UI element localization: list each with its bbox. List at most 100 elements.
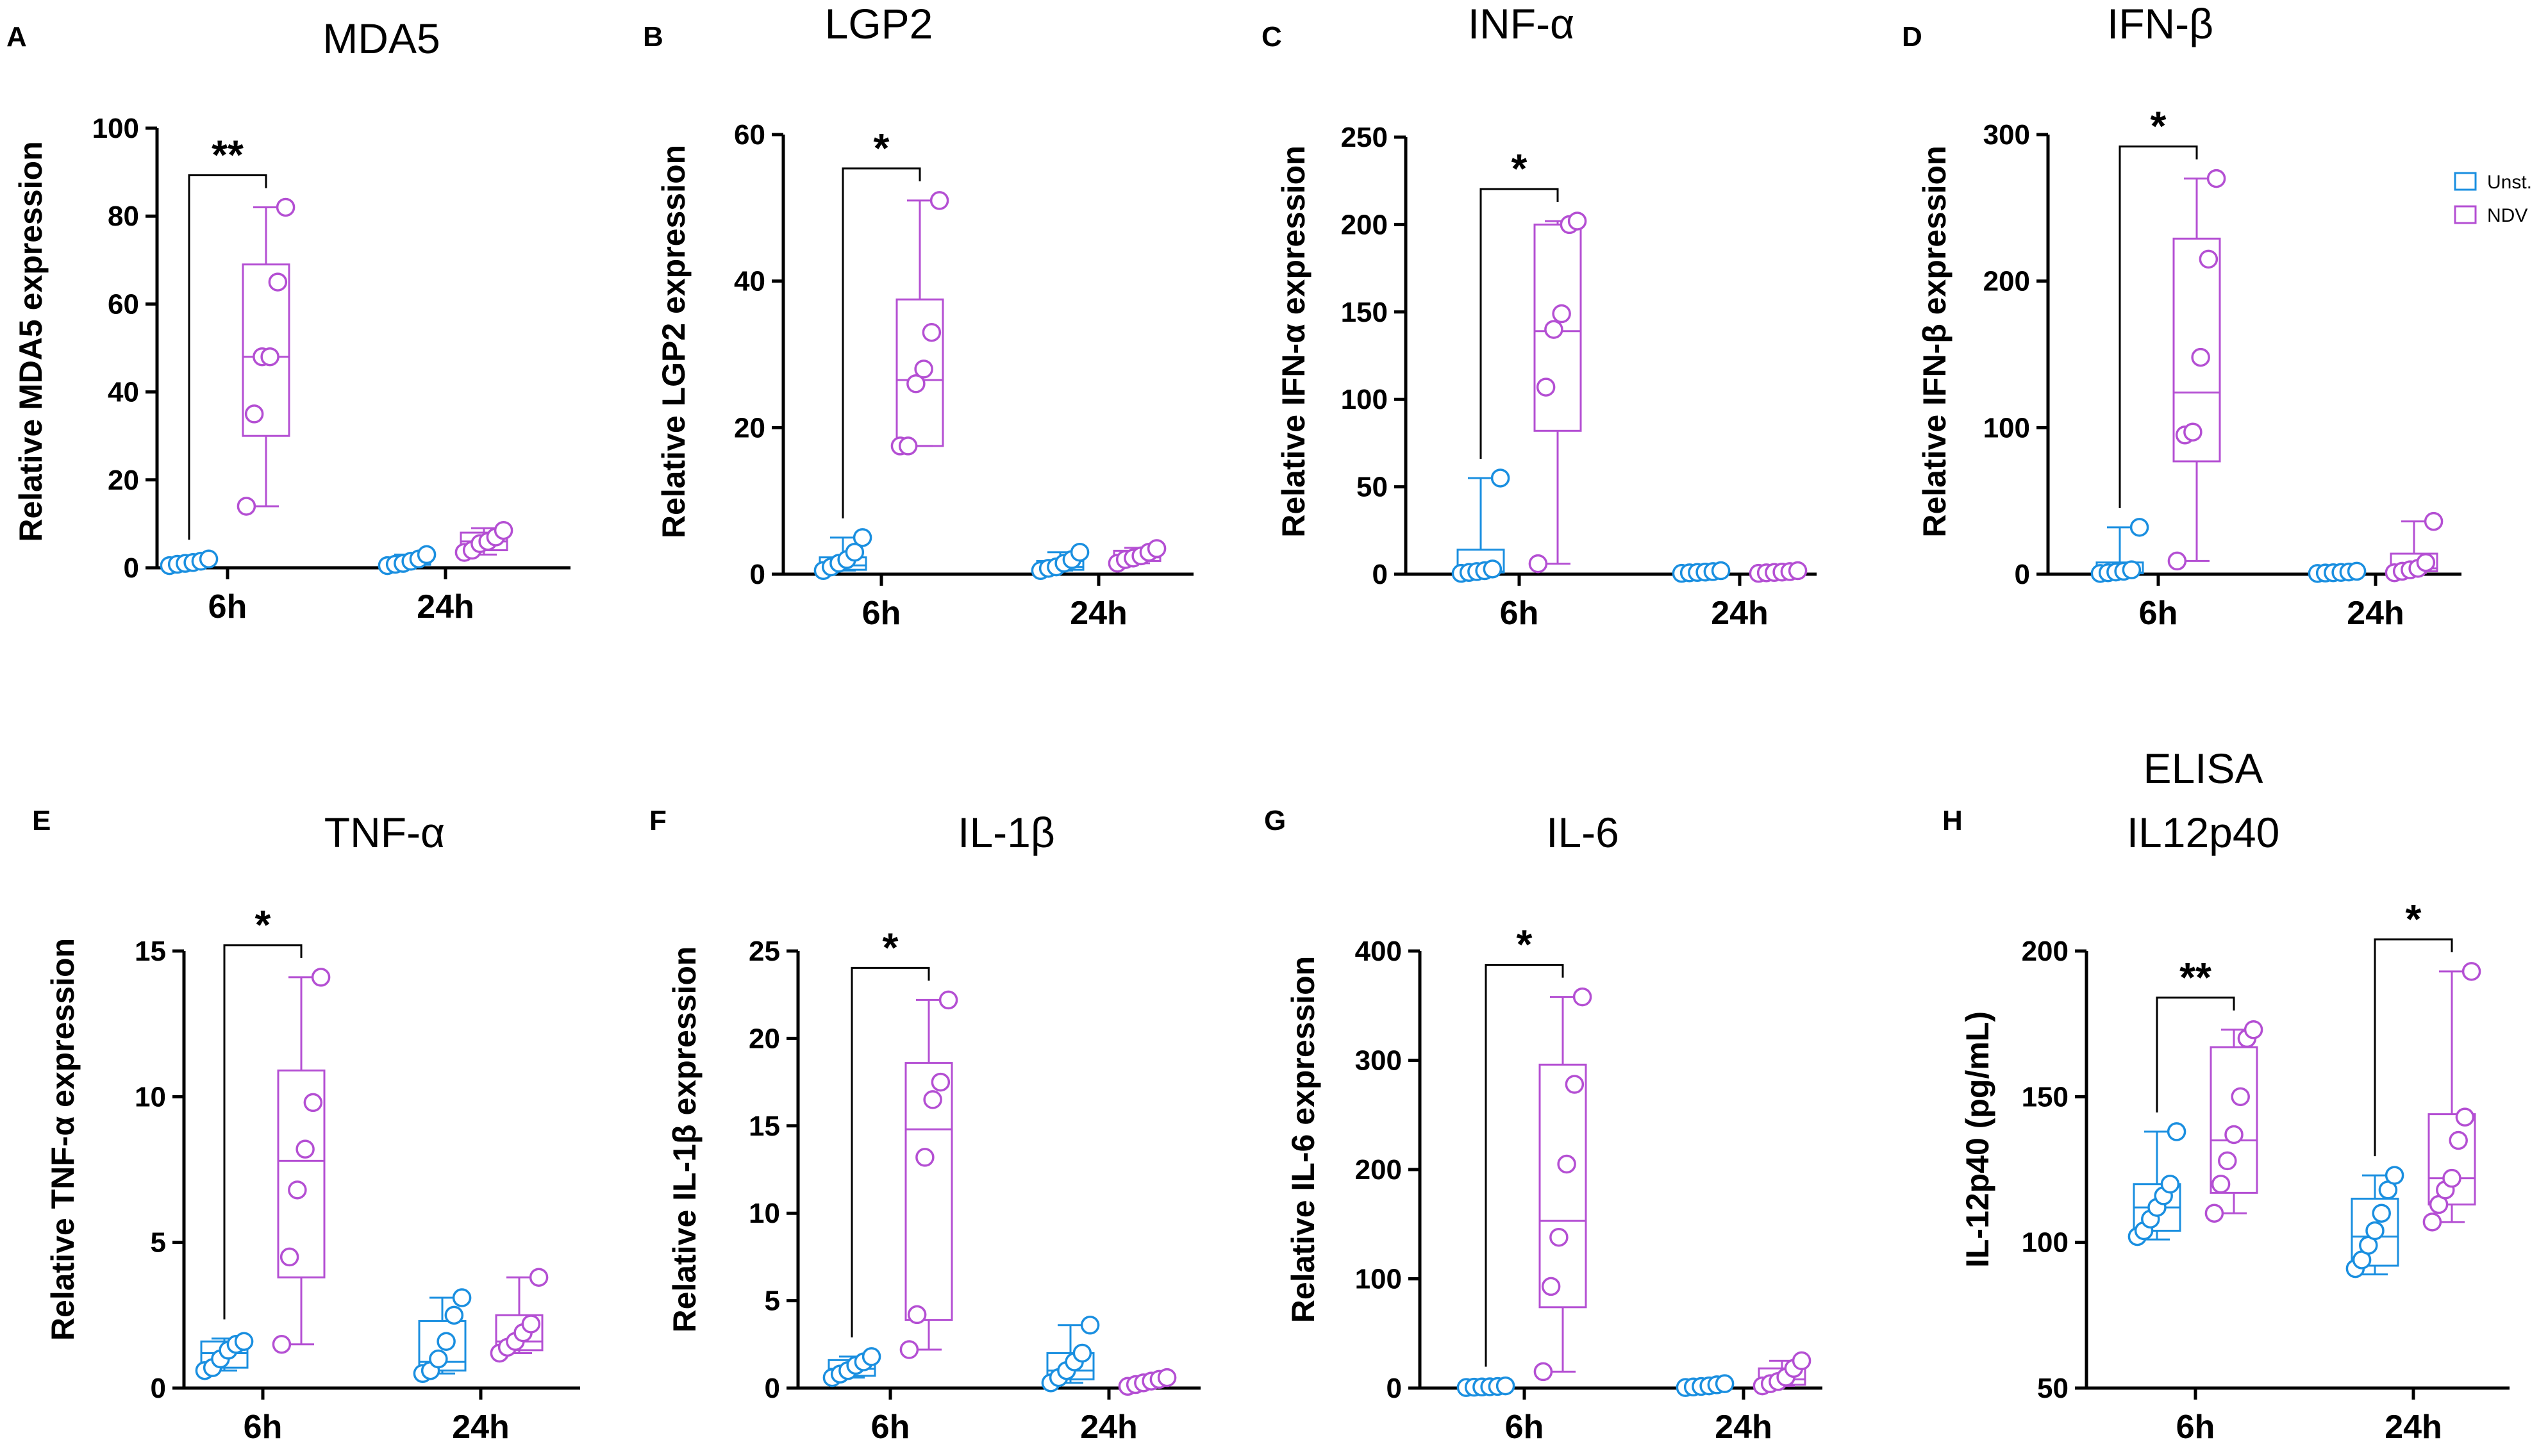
legend: Unst. NDV xyxy=(2454,172,2532,226)
data-point xyxy=(521,1314,541,1334)
data-point xyxy=(2461,962,2481,981)
box-unst-6h xyxy=(1456,1376,1515,1397)
chart-panel-e: E TNF-α Relative TNF-α expression 0 5 10 15 6h 2… xyxy=(32,805,580,1446)
significance-label: * xyxy=(1511,145,1528,192)
series-unst xyxy=(822,1316,1100,1393)
chart-title: IL-1β xyxy=(958,809,1055,856)
series-ndv xyxy=(1533,987,1811,1396)
data-point xyxy=(279,1247,299,1267)
y-tick-label: 200 xyxy=(1341,209,1388,240)
y-tick-label: 100 xyxy=(1341,384,1388,415)
box-iqr xyxy=(1538,1063,1587,1309)
series-ndv xyxy=(237,197,513,562)
data-point xyxy=(2365,1221,2385,1241)
data-point xyxy=(2129,518,2149,537)
data-point xyxy=(1533,1362,1553,1382)
x-tick-label: 6h xyxy=(2139,595,2178,632)
y-tick-label: 200 xyxy=(1983,266,2030,297)
y-tick-label: 60 xyxy=(108,288,139,320)
chart-title: INF-α xyxy=(1468,0,1574,47)
data-point xyxy=(2183,422,2202,442)
box-unst-24h xyxy=(2345,1166,2404,1278)
data-point xyxy=(898,436,918,456)
chart-panel-g: G IL-6 Relative IL-6 expression 0 100 200 300 4… xyxy=(1264,805,1822,1446)
data-point xyxy=(2244,1020,2263,1039)
data-point xyxy=(417,545,437,565)
significance-label: * xyxy=(874,125,890,171)
y-tick-label: 100 xyxy=(1983,412,2030,443)
x-tick-label: 6h xyxy=(2176,1409,2215,1446)
chart-title: IL-6 xyxy=(1546,809,1619,856)
data-point xyxy=(2191,347,2210,367)
y-tick-label: 80 xyxy=(108,201,139,232)
chart-panel-a: A MDA5 Relative MDA5 expression 0 20 40 60 80 10… xyxy=(6,15,570,625)
x-tick-label: 6h xyxy=(862,595,901,632)
box-unst-6h xyxy=(813,528,872,581)
chart-title: MDA5 xyxy=(322,15,440,62)
y-tick-label: 100 xyxy=(1355,1264,1402,1295)
y-tick-label: 200 xyxy=(1355,1154,1402,1186)
box-iqr xyxy=(1046,1352,1095,1380)
data-point xyxy=(2449,1130,2468,1150)
data-point xyxy=(268,272,288,292)
series-ndv xyxy=(899,990,1177,1396)
data-point xyxy=(862,1347,881,1366)
chart-title: ELISA xyxy=(2143,745,2263,792)
series-ndv xyxy=(272,968,549,1363)
x-tick-label: 24h xyxy=(1080,1409,1138,1446)
box-unst-24h xyxy=(1676,1374,1735,1397)
data-point xyxy=(845,542,865,562)
data-point xyxy=(1552,304,1571,324)
box-iqr xyxy=(277,1069,326,1278)
y-tick-label: 5 xyxy=(151,1227,166,1259)
y-tick-label: 0 xyxy=(750,559,765,590)
box-ndv-24h xyxy=(2422,962,2481,1232)
box-ndv-24h xyxy=(1749,561,1808,583)
series-unst xyxy=(1451,468,1731,583)
box-unst-6h xyxy=(1451,468,1510,583)
data-point xyxy=(906,374,926,393)
y-tick-label: 5 xyxy=(765,1286,780,1317)
legend-label-unst: Unst. xyxy=(2487,172,2532,193)
y-tick-label: 40 xyxy=(108,377,139,408)
significance-bracket xyxy=(223,944,303,1320)
series-ndv xyxy=(2167,169,2444,583)
data-point xyxy=(2416,552,2436,572)
legend-swatch-unst xyxy=(2454,172,2477,191)
y-tick-label: 400 xyxy=(1355,936,1402,967)
box-ndv-6h xyxy=(1533,987,1592,1382)
data-point xyxy=(2204,1204,2224,1223)
y-axis-label: Relative IL-6 expression xyxy=(1285,956,1321,1323)
data-point xyxy=(1147,539,1167,558)
data-point xyxy=(1549,1227,1569,1247)
data-point xyxy=(303,1093,323,1113)
box-ndv-24h xyxy=(454,520,513,562)
box-iqr xyxy=(904,1062,953,1321)
box-ndv-24h xyxy=(490,1268,549,1363)
y-tick-label: 20 xyxy=(749,1023,780,1054)
box-unst-24h xyxy=(1041,1316,1100,1393)
series-unst xyxy=(1456,1374,1735,1397)
data-point xyxy=(199,549,219,569)
y-tick-label: 10 xyxy=(749,1198,780,1229)
data-point xyxy=(929,191,949,210)
panel-letter: G xyxy=(1264,805,1286,836)
significance-bracket xyxy=(842,167,921,518)
box-unst-24h xyxy=(1672,561,1731,583)
box-iqr xyxy=(2351,1197,2399,1267)
data-point xyxy=(2372,1204,2391,1223)
data-point xyxy=(444,1305,464,1325)
data-point xyxy=(1490,468,1510,488)
box-ndv-6h xyxy=(899,990,958,1359)
chart-panel-f: F IL-1β Relative IL-1β expression 0 5 10 15 20 2… xyxy=(649,805,1201,1446)
data-point xyxy=(931,1072,951,1092)
x-tick-label: 24h xyxy=(1715,1409,1772,1446)
box-ndv-6h xyxy=(272,968,331,1354)
box-iqr xyxy=(895,298,944,447)
data-point xyxy=(2347,561,2367,581)
significance-label: * xyxy=(883,924,899,970)
significance-label: ** xyxy=(2179,954,2211,1000)
x-tick-label: 24h xyxy=(452,1409,510,1446)
y-axis-label: IL-12p40 (pg/mL) xyxy=(1960,1011,1995,1268)
significance-bracket xyxy=(188,174,267,540)
